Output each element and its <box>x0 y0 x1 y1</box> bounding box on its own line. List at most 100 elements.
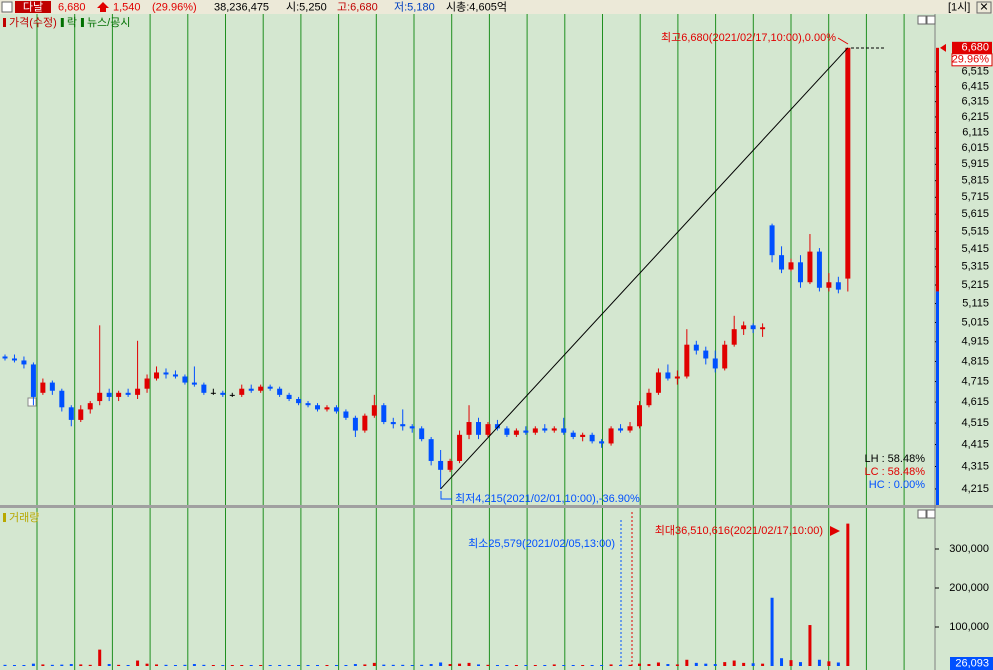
volume-current: 26,093 <box>955 657 989 669</box>
candle-body <box>201 384 207 393</box>
candle-body <box>2 356 8 359</box>
candle-body <box>826 282 832 288</box>
candle-body <box>30 364 36 397</box>
candle-body <box>816 251 822 288</box>
candle-body <box>438 460 444 470</box>
candle-body <box>636 405 642 427</box>
candle-body <box>163 372 169 375</box>
candle-body <box>485 424 491 435</box>
candle-body <box>655 372 661 393</box>
candle-body <box>277 388 283 395</box>
volume-bar <box>173 665 177 666</box>
close-button[interactable] <box>976 1 992 14</box>
candle-body <box>760 327 766 330</box>
volume-bar <box>600 665 604 666</box>
volume-bar <box>836 662 840 666</box>
low-pointer <box>440 491 452 500</box>
volume-bar <box>117 664 121 666</box>
y-tick-label: 6,115 <box>962 126 989 138</box>
candle-body <box>239 388 245 395</box>
volume-bar <box>770 597 774 666</box>
panel-button[interactable] <box>917 509 927 519</box>
price: 6,680 <box>58 1 86 13</box>
change-pct: 29.96% <box>952 54 990 66</box>
stock-name: 다날 <box>23 0 43 13</box>
name-box <box>15 1 51 13</box>
legend-label: 뉴스/공시 <box>87 16 131 29</box>
volume-bar <box>647 664 651 666</box>
interval[interactable]: [1시] <box>948 1 970 13</box>
volume-bar <box>164 664 168 666</box>
volume-bar <box>505 665 509 666</box>
volume-bar <box>69 664 73 666</box>
candle-body <box>59 390 65 408</box>
volume-bar <box>372 662 376 666</box>
volume-bar <box>31 663 35 666</box>
candle-body <box>532 428 538 433</box>
legend-swatch <box>80 18 84 27</box>
candle-body <box>381 405 387 423</box>
header-bar <box>0 0 993 14</box>
candle-body <box>580 434 586 437</box>
volume-bar <box>325 665 329 666</box>
candle-body <box>87 403 93 410</box>
volume-bar <box>789 660 793 666</box>
volume-bar <box>429 664 433 666</box>
volume-bar <box>353 664 357 666</box>
volume-bar <box>382 664 386 666</box>
candle-body <box>286 394 292 399</box>
panel-button[interactable] <box>926 509 936 519</box>
candle-body <box>362 415 368 431</box>
legend-label: 락 <box>67 16 77 29</box>
y-tick-label: 4,515 <box>961 417 989 429</box>
y-tick-label: 5,015 <box>961 316 989 328</box>
volume-bar <box>742 662 746 666</box>
volume-bar <box>514 665 518 666</box>
y-tick-label: 4,615 <box>961 396 989 408</box>
volume-bar <box>3 664 7 666</box>
volume-bar <box>155 664 159 666</box>
y-tick-label: 5,915 <box>961 158 989 170</box>
header-icon[interactable] <box>1 1 13 13</box>
candle-body <box>684 344 690 377</box>
candle-body <box>296 398 302 404</box>
volume-bar <box>590 665 594 666</box>
volume-bar <box>827 661 831 666</box>
candle-body <box>447 460 453 470</box>
y-tick-label: 5,815 <box>961 175 989 187</box>
volume-bar <box>221 665 225 666</box>
candle-body <box>210 392 216 394</box>
volume-bar <box>628 664 632 666</box>
y-tick-label: 5,415 <box>961 243 989 255</box>
candle-body <box>674 376 680 379</box>
volume-bar <box>571 665 575 666</box>
candle-body <box>542 428 548 431</box>
y-tick-label: 5,315 <box>961 261 989 273</box>
volume-bar <box>259 665 263 666</box>
panel-button[interactable] <box>917 15 927 25</box>
volume-bar <box>704 663 708 666</box>
candle-body <box>400 424 406 427</box>
y-tick-label: 4,715 <box>961 375 989 387</box>
volume-bar <box>278 665 282 666</box>
panel-separator[interactable] <box>0 505 993 508</box>
volume-bar <box>316 665 320 666</box>
candle-body <box>599 441 605 444</box>
legend-swatch <box>60 18 64 27</box>
event-icon[interactable] <box>27 397 37 407</box>
candle-body <box>627 426 633 431</box>
plot: 4,215 4,315 4,415 4,515 4,615 4,715 4,815 4,915… <box>2 42 993 670</box>
candle-body <box>191 382 197 385</box>
volume-bar <box>761 663 765 666</box>
panel-button[interactable] <box>926 15 936 25</box>
volume-bar <box>401 664 405 666</box>
candle-body <box>21 360 27 365</box>
volume-bar <box>439 662 443 666</box>
candle-body <box>390 422 396 425</box>
legend-label: 가격(수정) <box>9 16 57 29</box>
volume-bar <box>420 664 424 666</box>
volume-bar <box>22 665 26 666</box>
candle-body <box>466 422 472 435</box>
volume-bar <box>495 665 499 666</box>
max-label: 최대36,510,616(2021/02/17,10:00) <box>655 524 823 537</box>
